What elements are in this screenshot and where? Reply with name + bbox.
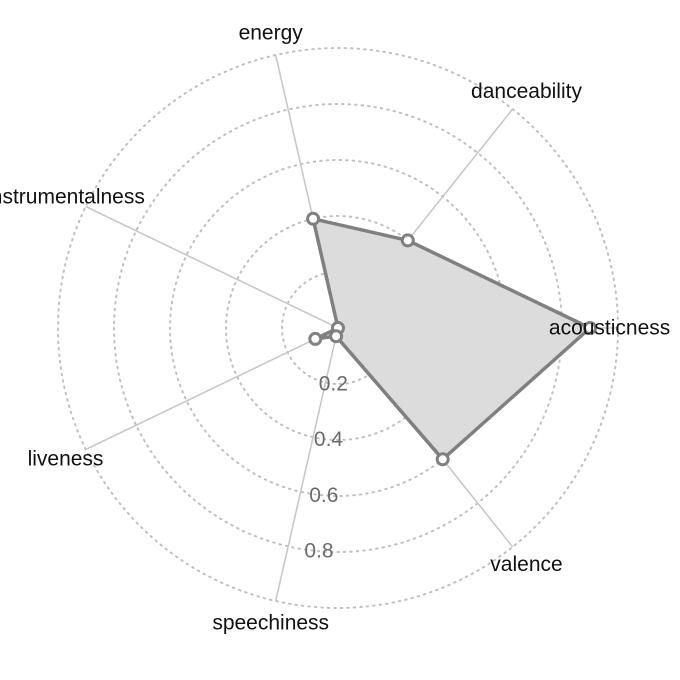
- spoke-speechiness: [274, 327, 339, 602]
- axis-labels: acousticness danceability energy instrument…: [0, 22, 670, 635]
- axis-label-danceability: danceability: [471, 80, 582, 103]
- tick-label-0.8: 0.8: [304, 540, 333, 563]
- axis-label-valence: valence: [490, 553, 562, 576]
- spoke-liveness: [85, 327, 339, 451]
- axis-label-speechiness: speechiness: [212, 611, 329, 634]
- data-point-energy: [306, 211, 321, 226]
- data-point-danceability: [400, 233, 415, 248]
- axis-label-instrumentalness: instrumentalness: [0, 185, 145, 208]
- axis-label-energy: energy: [239, 22, 304, 45]
- series-area: [311, 217, 592, 462]
- axis-label-acousticness: acousticness: [549, 317, 670, 340]
- tick-label-0.6: 0.6: [309, 484, 338, 507]
- data-points: [306, 211, 597, 467]
- tick-label-0.2: 0.2: [319, 372, 348, 395]
- data-point-liveness: [308, 331, 323, 346]
- radial-tick-labels: 0.2 0.4 0.6 0.8: [304, 372, 348, 562]
- data-point-acousticness: [583, 321, 597, 335]
- spoke-instrumentalness: [85, 205, 339, 329]
- axis-label-liveness: liveness: [28, 448, 104, 471]
- data-area: [311, 217, 592, 462]
- data-point-valence: [435, 452, 450, 467]
- data-point-speechiness: [329, 329, 344, 344]
- tick-label-0.4: 0.4: [314, 428, 344, 451]
